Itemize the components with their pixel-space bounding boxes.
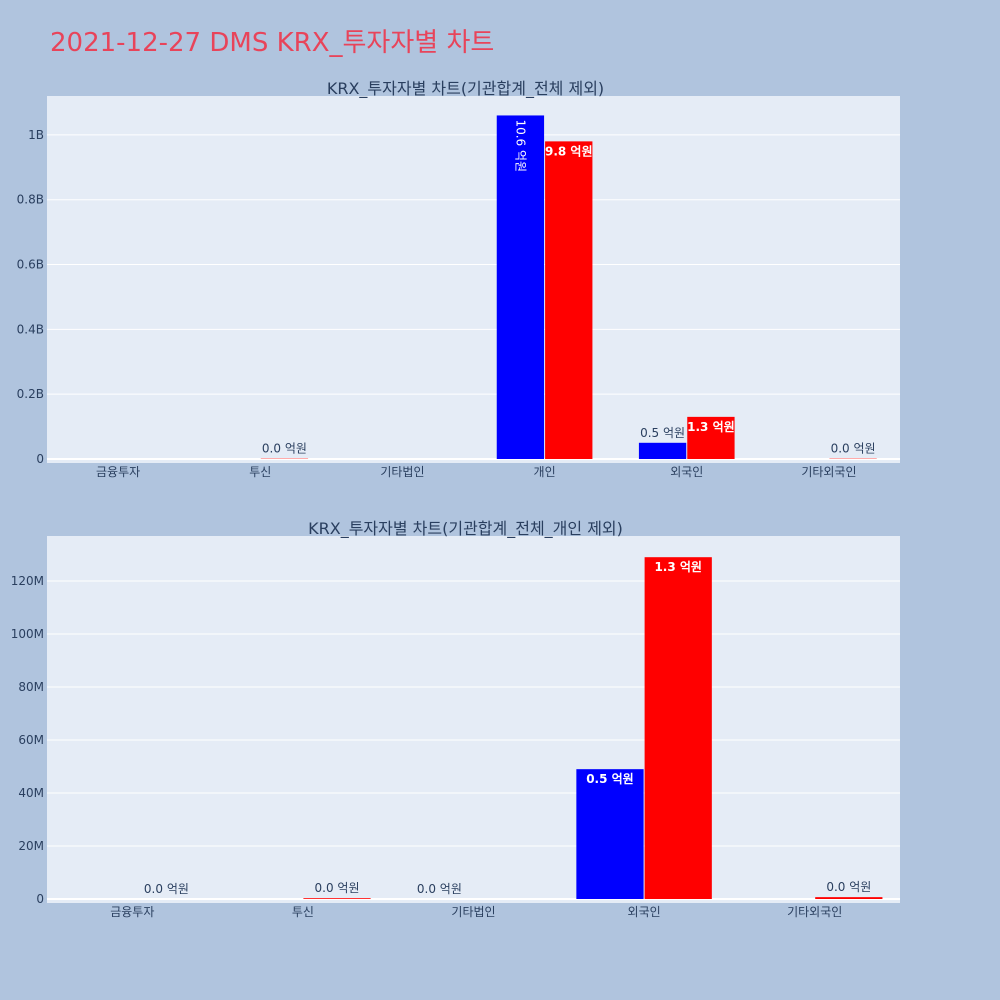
- y-tick-label: 40M: [18, 786, 44, 800]
- data-label: 0.5 억원: [586, 772, 634, 786]
- y-tick-label: 0: [36, 892, 44, 906]
- plot-area: [47, 536, 900, 903]
- bar: [545, 141, 593, 459]
- data-label: 0.5 억원: [640, 426, 685, 440]
- y-tick-label: 1B: [28, 128, 44, 142]
- bar: [496, 115, 545, 460]
- page-title: 2021-12-27 DMS KRX_투자자별 차트: [50, 28, 495, 58]
- bar: [303, 898, 371, 899]
- y-tick-label: 0.2B: [17, 387, 44, 401]
- y-tick-label: 100M: [11, 627, 44, 641]
- y-tick-label: 0: [36, 452, 44, 466]
- data-label: 9.8 억원: [545, 144, 593, 158]
- y-tick-label: 60M: [18, 733, 44, 747]
- x-tick-label: 투신: [292, 905, 314, 919]
- x-tick-label: 외국인: [670, 465, 703, 479]
- data-label: 0.0 억원: [262, 442, 307, 456]
- chart-title: KRX_투자자별 차트(기관합계_전체 제외): [327, 79, 604, 99]
- data-label: 0.0 억원: [831, 442, 876, 456]
- bar: [687, 416, 735, 459]
- y-tick-label: 80M: [18, 680, 44, 694]
- y-tick-label: 0.4B: [17, 322, 44, 336]
- plot-area: [47, 96, 900, 463]
- data-label: 10.6 억원: [513, 119, 527, 172]
- data-label: 0.0 억원: [144, 882, 189, 896]
- data-label: 0.0 억원: [315, 881, 360, 895]
- y-tick-label: 20M: [18, 839, 44, 853]
- x-tick-label: 투신: [249, 465, 271, 479]
- y-tick-label: 0.6B: [17, 258, 44, 272]
- x-tick-label: 기타외국인: [801, 465, 856, 479]
- x-tick-label: 개인: [534, 465, 556, 479]
- bar: [638, 442, 687, 459]
- x-tick-label: 외국인: [628, 905, 661, 919]
- bar: [576, 769, 644, 899]
- x-tick-label: 금융투자: [96, 465, 140, 479]
- data-label: 0.0 억원: [417, 882, 462, 896]
- x-tick-label: 기타법인: [451, 905, 495, 919]
- y-tick-label: 120M: [11, 574, 44, 588]
- data-label: 1.3 억원: [687, 420, 735, 434]
- bar: [644, 557, 712, 899]
- data-label: 0.0 억원: [826, 880, 871, 894]
- bar: [815, 897, 883, 899]
- x-tick-label: 기타법인: [380, 465, 424, 479]
- chart-title: KRX_투자자별 차트(기관합계_전체_개인 제외): [308, 519, 623, 539]
- chart-2: KRX_투자자별 차트(기관합계_전체_개인 제외) 0 20M 40M 60M 80M 1…: [11, 519, 900, 919]
- x-tick-label: 금융투자: [110, 905, 154, 919]
- x-tick-label: 기타외국인: [787, 905, 842, 919]
- chart-1: KRX_투자자별 차트(기관합계_전체 제외) 0 0.2B 0.4B 0.6B 0.8B…: [17, 79, 900, 479]
- y-tick-label: 0.8B: [17, 193, 44, 207]
- data-label: 1.3 억원: [654, 560, 702, 574]
